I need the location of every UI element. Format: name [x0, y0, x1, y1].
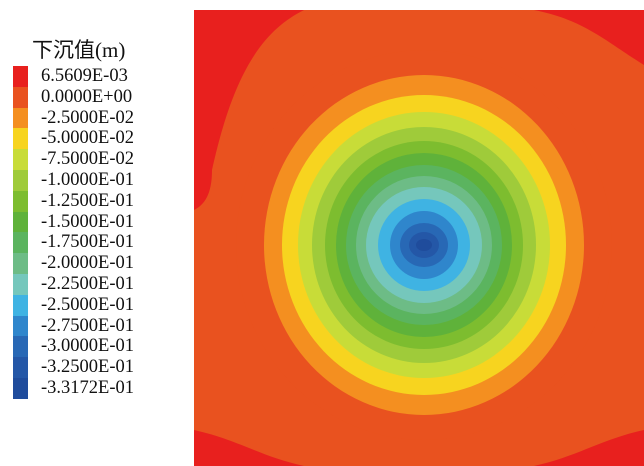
legend-swatch [13, 232, 28, 254]
contour-plot [194, 10, 644, 466]
legend-swatch [13, 294, 28, 316]
legend-swatch [13, 357, 28, 378]
legend-label: -2.5000E-02 [41, 107, 134, 128]
legend-swatch [13, 169, 28, 191]
legend-swatch [13, 336, 28, 358]
legend-label: -7.5000E-02 [41, 149, 134, 170]
legend-swatch [13, 149, 28, 170]
contour-band [416, 239, 432, 251]
legend-label: -3.0000E-01 [41, 336, 134, 357]
legend-swatch [13, 377, 28, 399]
legend-label: -1.5000E-01 [41, 211, 134, 232]
legend-swatch [13, 128, 28, 150]
legend-title: 下沉值(m) [32, 38, 126, 62]
legend-swatch [13, 273, 28, 295]
legend-label: -1.2500E-01 [41, 190, 134, 211]
contour-bands [194, 10, 644, 466]
legend-label: -1.7500E-01 [41, 232, 134, 253]
legend-label: -2.7500E-01 [41, 315, 134, 336]
legend-label: -5.0000E-02 [41, 128, 134, 149]
legend-swatch [13, 315, 28, 337]
legend-swatch [13, 66, 28, 87]
legend-label: -2.0000E-01 [41, 253, 134, 274]
legend-label: 0.0000E+00 [41, 86, 133, 107]
legend-label: -3.3172E-01 [41, 377, 134, 398]
legend-swatch [13, 211, 28, 233]
legend-label: -2.2500E-01 [41, 273, 134, 294]
legend-swatch [13, 253, 28, 274]
legend-swatch [13, 107, 28, 129]
legend-swatch [13, 190, 28, 212]
legend-label: -2.5000E-01 [41, 294, 134, 315]
legend-swatch [13, 86, 28, 108]
legend: 下沉值(m) 6.5609E-03 0.0000E+00 -2.5000E-02 -5… [0, 0, 190, 466]
legend-label: -3.2500E-01 [41, 357, 134, 378]
legend-label: 6.5609E-03 [41, 66, 128, 86]
legend-label: -1.0000E-01 [41, 169, 134, 190]
